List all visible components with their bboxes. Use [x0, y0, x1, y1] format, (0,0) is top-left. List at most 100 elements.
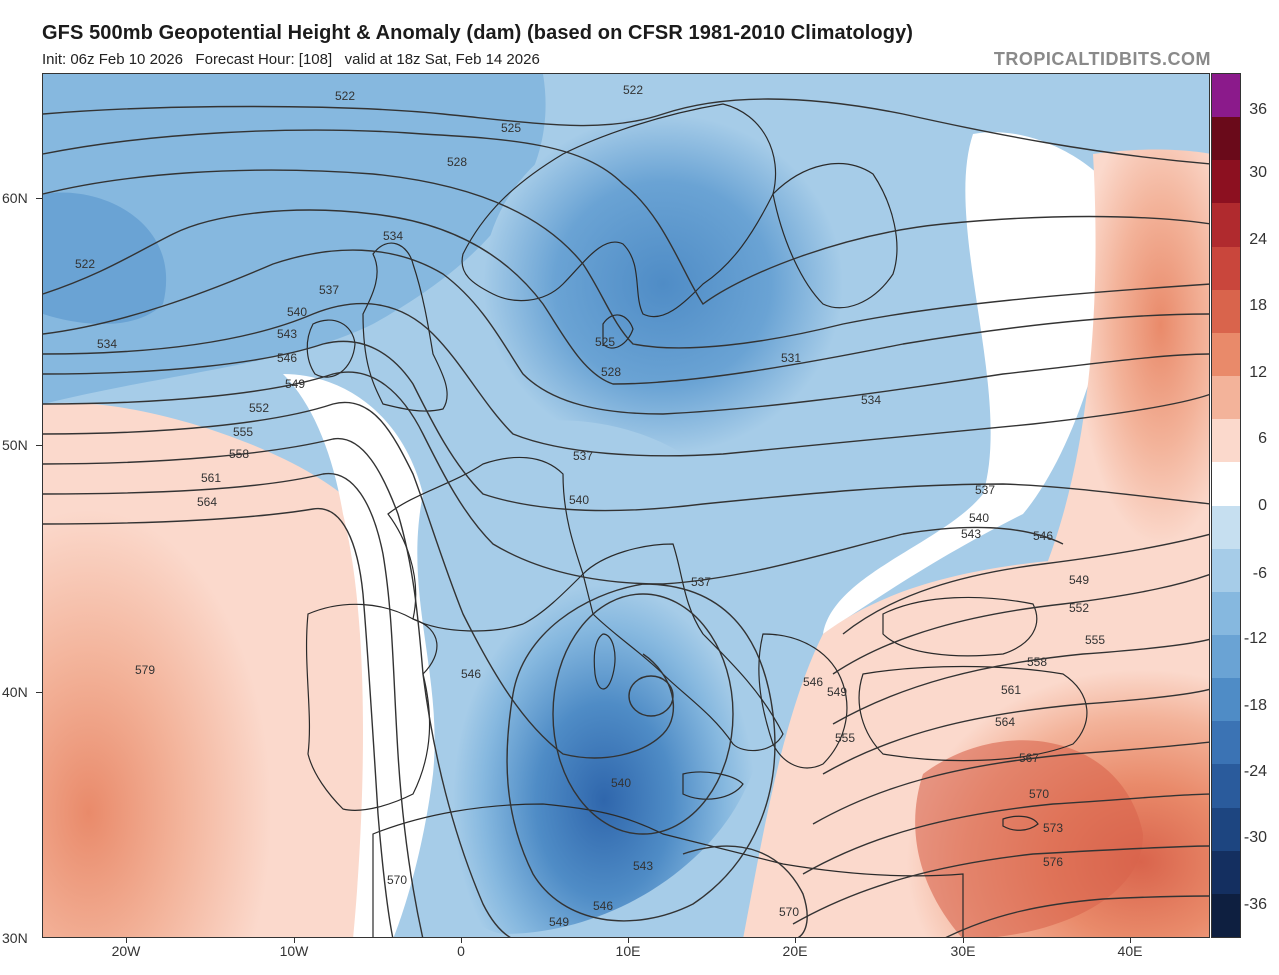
colorbar-segment: [1212, 721, 1240, 765]
contour-label-540-c: 540: [969, 511, 989, 525]
contour-label-555-c: 555: [835, 731, 855, 745]
height-contours: [43, 98, 1209, 937]
contour-label-546-e: 546: [593, 899, 613, 913]
lat-label-60n: 60N: [2, 190, 28, 206]
colorbar-label: 30: [1249, 164, 1267, 181]
colorbar-label: -30: [1243, 829, 1267, 846]
contour-label-549-d: 549: [549, 915, 569, 929]
colorbar-segment: [1212, 376, 1240, 420]
contour-label-564-b: 564: [995, 715, 1015, 729]
contour-label-558-b: 558: [1027, 655, 1047, 669]
contour-label-570-c: 570: [1029, 787, 1049, 801]
lon-tick: [963, 938, 964, 943]
contour-label-549-c: 549: [827, 685, 847, 699]
contour-label-534-b: 534: [97, 337, 117, 351]
contour-labels: 522 522 522 525 525 528 528 531 534 534 …: [75, 83, 1105, 929]
contour-label-522-b: 522: [623, 83, 643, 97]
contour-label-534-c: 534: [861, 393, 881, 407]
contour-label-546-c: 546: [461, 667, 481, 681]
contour-label-552-a: 552: [249, 401, 269, 415]
colorbar-segment: [1212, 678, 1240, 722]
anomaly-neutral-east: [823, 132, 1123, 634]
contour-label-534-a: 534: [383, 229, 403, 243]
contour-label-528-a: 528: [447, 155, 467, 169]
brand-watermark: TROPICALTIDBITS.COM: [993, 49, 1211, 69]
lat-label-50n: 50N: [2, 437, 28, 453]
contour-label-540-a: 540: [287, 305, 307, 319]
contour-label-531: 531: [781, 351, 801, 365]
colorbar-label: -36: [1243, 896, 1267, 913]
colorbar-segment: [1212, 505, 1240, 550]
colorbar-segment: [1212, 117, 1240, 161]
colorbar-label: -24: [1243, 763, 1267, 780]
anomaly-atlantic-core: [43, 192, 167, 324]
contour-label-555-b: 555: [1085, 633, 1105, 647]
lat-tick: [36, 198, 42, 199]
colorbar-label: -6: [1252, 565, 1267, 582]
contour-label-525-b: 525: [595, 335, 615, 349]
contour-label-579: 579: [135, 663, 155, 677]
lon-label-0: 0: [457, 943, 465, 959]
contour-label-558-a: 558: [229, 447, 249, 461]
contour-label-549-b: 549: [1069, 573, 1089, 587]
contour-label-567: 567: [1019, 751, 1039, 765]
lon-tick: [126, 938, 127, 943]
contour-label-525-a: 525: [501, 121, 521, 135]
contour-label-570-a: 570: [387, 873, 407, 887]
colorbar-segment: [1212, 203, 1240, 248]
contour-label-549-a: 549: [285, 377, 305, 391]
contour-label-543-a: 543: [277, 327, 297, 341]
colorbar-segment: [1212, 246, 1240, 291]
anomaly-middle-east-core: [915, 740, 1143, 937]
lon-tick: [795, 938, 796, 943]
anomaly-russia-ridge: [1043, 149, 1209, 589]
anomaly-neutral-west: [283, 374, 435, 937]
colorbar-segment: [1212, 807, 1240, 852]
colorbar-label: -12: [1243, 630, 1267, 647]
contour-label-570-b: 570: [779, 905, 799, 919]
colorbar-segment: [1212, 764, 1240, 809]
lat-tick: [36, 692, 42, 693]
contour-label-564-a: 564: [197, 495, 217, 509]
lon-tick: [294, 938, 295, 943]
contour-label-528-b: 528: [601, 365, 621, 379]
colorbar-segment: [1212, 850, 1240, 895]
lon-label-30e: 30E: [950, 943, 976, 959]
contour-label-540-d: 540: [611, 776, 631, 790]
contour-label-543-c: 543: [633, 859, 653, 873]
colorbar-segment: [1212, 160, 1240, 204]
lat-tick: [36, 445, 42, 446]
anomaly-map: 522 522 522 525 525 528 528 531 534 534 …: [43, 74, 1209, 937]
anomaly-north-atlantic-low: [43, 74, 546, 404]
contour-label-546-d: 546: [803, 675, 823, 689]
colorbar-segment: [1212, 893, 1240, 938]
lon-label-20e: 20E: [782, 943, 808, 959]
contour-label-561-a: 561: [201, 471, 221, 485]
colorbar-segment: [1212, 591, 1240, 636]
colorbar-label: 6: [1258, 430, 1267, 447]
lon-tick: [628, 938, 629, 943]
colorbar-segment: [1212, 289, 1240, 334]
lon-tick: [461, 938, 462, 943]
contour-label-537-b: 537: [573, 449, 593, 463]
contour-label-543-b: 543: [961, 527, 981, 541]
lon-label-10e: 10E: [615, 943, 641, 959]
lon-label-20w: 20W: [111, 943, 141, 959]
colorbar-segment: [1212, 74, 1240, 118]
contour-label-573: 573: [1043, 821, 1063, 835]
lon-tick: [1130, 938, 1131, 943]
anomaly-scandinavia-trough: [483, 114, 843, 454]
chart-subtitle: Init: 06z Feb 10 2026 Forecast Hour: [10…: [42, 51, 540, 68]
colorbar-label: 0: [1258, 497, 1267, 514]
colorbar-segment: [1212, 634, 1240, 679]
contour-label-537-d: 537: [691, 575, 711, 589]
colorbar-segment: [1212, 332, 1240, 377]
colorbar-segment: [1212, 419, 1240, 463]
colorbar-label: 12: [1249, 364, 1267, 381]
anomaly-colorbar: [1211, 73, 1241, 938]
anomaly-atlantic-ridge: [43, 434, 348, 937]
contour-label-537-c: 537: [975, 483, 995, 497]
contour-label-552-b: 552: [1069, 601, 1089, 615]
contour-label-546-b: 546: [1033, 529, 1053, 543]
lon-label-10w: 10W: [279, 943, 309, 959]
